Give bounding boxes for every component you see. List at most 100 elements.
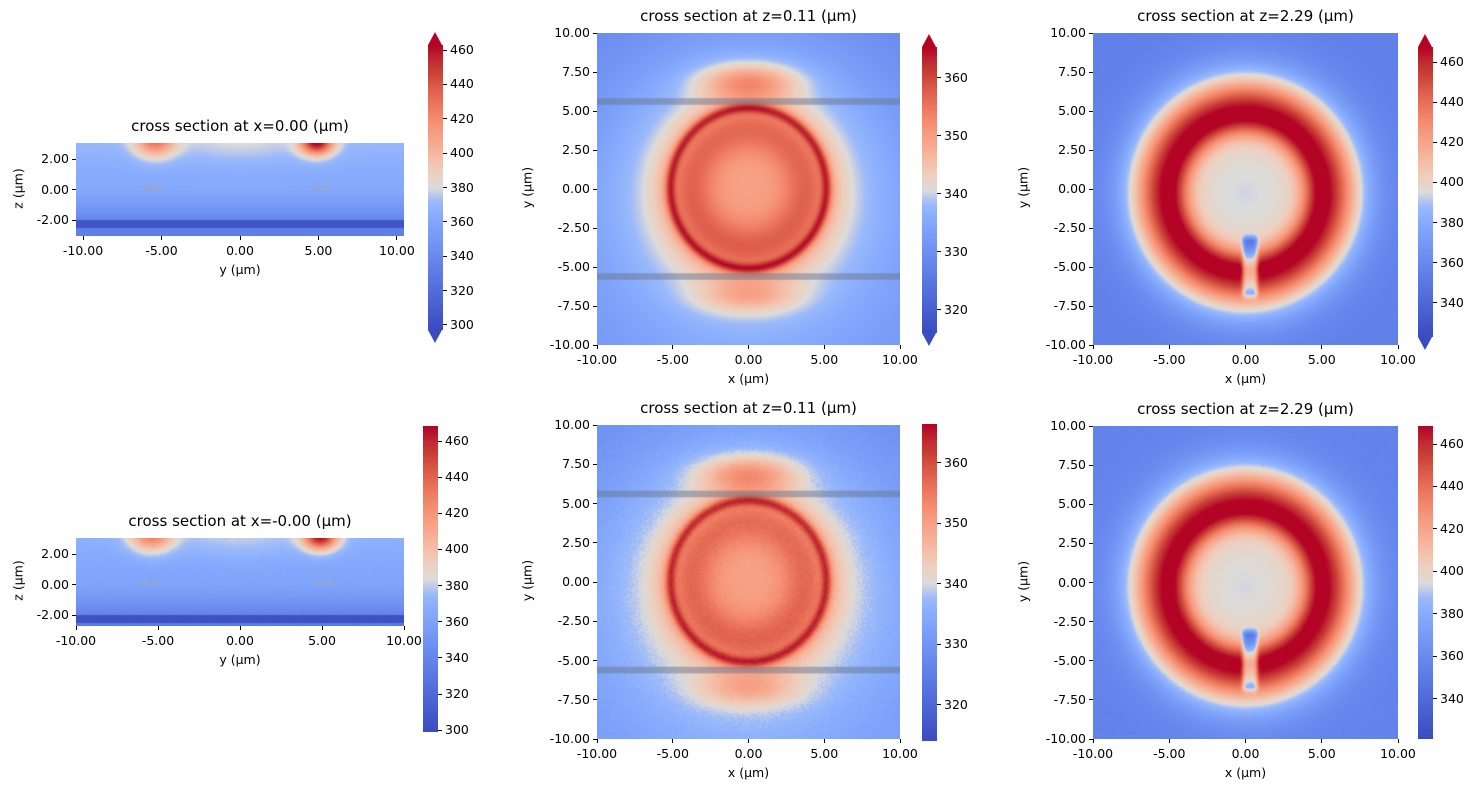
y-tick-label: -2.50 xyxy=(557,613,590,629)
plot-title: cross section at z=2.29 (μm) xyxy=(1137,400,1354,418)
x-tick-mark xyxy=(403,626,405,630)
x-tick-mark xyxy=(1245,739,1246,743)
y-tick-mark xyxy=(593,32,597,34)
y-tick-mark xyxy=(593,344,597,346)
x-tick-label: -10.00 xyxy=(1072,746,1114,761)
y-tick-mark xyxy=(593,738,597,740)
y-tick-label: 7.50 xyxy=(562,456,590,472)
x-tick-label: 10.00 xyxy=(882,352,918,367)
y-tick-mark xyxy=(593,660,597,661)
y-tick-mark xyxy=(1089,110,1093,112)
x-tick-mark xyxy=(161,236,163,240)
colorbar-tick-label: 320 xyxy=(450,282,474,298)
colorbar-tick-mark xyxy=(937,251,941,253)
y-tick-label: -7.50 xyxy=(1053,691,1086,707)
x-tick-mark xyxy=(1321,345,1323,349)
heatmap-canvas xyxy=(597,425,900,739)
x-tick-label: 10.00 xyxy=(882,746,918,761)
x-tick-label: 5.00 xyxy=(810,352,839,367)
colorbar-extend-up xyxy=(1418,34,1432,47)
colorbar-tick-mark xyxy=(937,77,941,79)
colorbar-tick-label: 300 xyxy=(445,722,469,738)
x-tick-label: -5.00 xyxy=(656,746,689,761)
y-tick-label: -2.50 xyxy=(1053,220,1086,235)
y-tick-mark xyxy=(593,188,597,190)
y-tick-mark xyxy=(1089,305,1093,307)
colorbar-tick-label: 340 xyxy=(450,248,474,264)
colorbar-tick-label: 360 xyxy=(1440,254,1464,270)
y-tick-label: 7.50 xyxy=(1058,457,1086,473)
y-tick-label: 2.00 xyxy=(41,546,69,562)
colorbar-extend-up xyxy=(428,32,442,45)
y-tick-label: 5.00 xyxy=(562,495,590,511)
x-tick-mark xyxy=(1168,739,1170,743)
colorbar-tick-label: 380 xyxy=(1440,605,1464,621)
x-tick-mark xyxy=(823,345,825,349)
y-tick-mark xyxy=(72,614,76,616)
colorbar-tick-label: 460 xyxy=(1440,436,1464,452)
y-tick-label: 0.00 xyxy=(1058,181,1086,196)
x-tick-mark xyxy=(82,236,84,240)
y-tick-label: -5.00 xyxy=(557,259,590,274)
colorbar-tick-label: 340 xyxy=(1440,690,1464,706)
y-tick-label: -2.50 xyxy=(557,220,590,235)
heatmap-canvas xyxy=(76,143,404,236)
heatmap-canvas xyxy=(597,33,900,345)
colorbar-tick-mark xyxy=(1433,485,1437,487)
y-tick-mark xyxy=(1089,699,1093,701)
colorbar-tick-mark xyxy=(1433,570,1437,572)
y-tick-mark xyxy=(72,584,76,586)
colorbar-tick-mark xyxy=(438,585,442,587)
x-tick-label: 5.00 xyxy=(308,633,336,648)
y-tick-label: -5.00 xyxy=(557,652,590,668)
y-tick-label: 5.00 xyxy=(1058,496,1086,512)
colorbar-tick-mark xyxy=(1433,443,1437,445)
colorbar-tick-label: 320 xyxy=(944,696,968,712)
colorbar-tick-mark xyxy=(937,583,941,585)
colorbar-tick-label: 440 xyxy=(1440,478,1464,494)
colorbar-tick-label: 360 xyxy=(944,454,968,470)
y-tick-label: 5.00 xyxy=(562,103,590,118)
x-tick-mark xyxy=(1397,739,1399,743)
colorbar-tick-mark xyxy=(443,152,447,154)
x-tick-label: 5.00 xyxy=(1307,746,1336,761)
colorbar-tick-label: 320 xyxy=(944,301,968,317)
y-tick-mark xyxy=(1089,425,1093,427)
colorbar-canvas xyxy=(423,426,438,732)
colorbar-extend-down xyxy=(1418,337,1432,350)
y-tick-mark xyxy=(72,553,76,555)
x-axis-label: x (μm) xyxy=(727,371,770,386)
colorbar-tick-label: 340 xyxy=(944,575,968,591)
x-tick-label: -10.00 xyxy=(1072,352,1114,367)
heatmap-canvas xyxy=(76,538,404,626)
x-tick-label: 10.00 xyxy=(1380,746,1416,761)
plot-title: cross section at z=0.11 (μm) xyxy=(640,399,857,417)
y-tick-label: 5.00 xyxy=(1058,103,1086,118)
colorbar-tick-mark xyxy=(438,657,442,659)
y-tick-mark xyxy=(1089,738,1093,740)
colorbar-tick-mark xyxy=(443,221,447,223)
x-tick-label: -5.00 xyxy=(1153,746,1186,761)
y-tick-mark xyxy=(593,503,597,504)
x-tick-mark xyxy=(1168,345,1170,349)
colorbar-extend-down xyxy=(922,333,936,346)
y-tick-mark xyxy=(72,189,76,191)
colorbar-tick-mark xyxy=(1433,613,1437,615)
x-tick-mark xyxy=(899,345,901,349)
colorbar-canvas xyxy=(922,47,937,333)
heatmap-canvas xyxy=(1093,33,1398,345)
colorbar-tick-label: 360 xyxy=(944,69,968,85)
x-axis-label: x (μm) xyxy=(1224,371,1267,386)
y-tick-label: 7.50 xyxy=(562,64,590,79)
x-tick-label: 10.00 xyxy=(1380,352,1416,367)
x-tick-mark xyxy=(321,626,323,630)
colorbar-tick-mark xyxy=(443,255,447,257)
x-tick-label: 0.00 xyxy=(734,352,763,367)
x-tick-mark xyxy=(239,236,241,240)
colorbar-tick-label: 330 xyxy=(944,243,968,259)
x-tick-mark xyxy=(1321,739,1323,743)
y-tick-label: -5.00 xyxy=(1053,259,1086,274)
x-tick-mark xyxy=(1092,739,1094,743)
y-tick-label: -2.00 xyxy=(36,212,69,228)
y-tick-label: 10.00 xyxy=(554,25,590,40)
